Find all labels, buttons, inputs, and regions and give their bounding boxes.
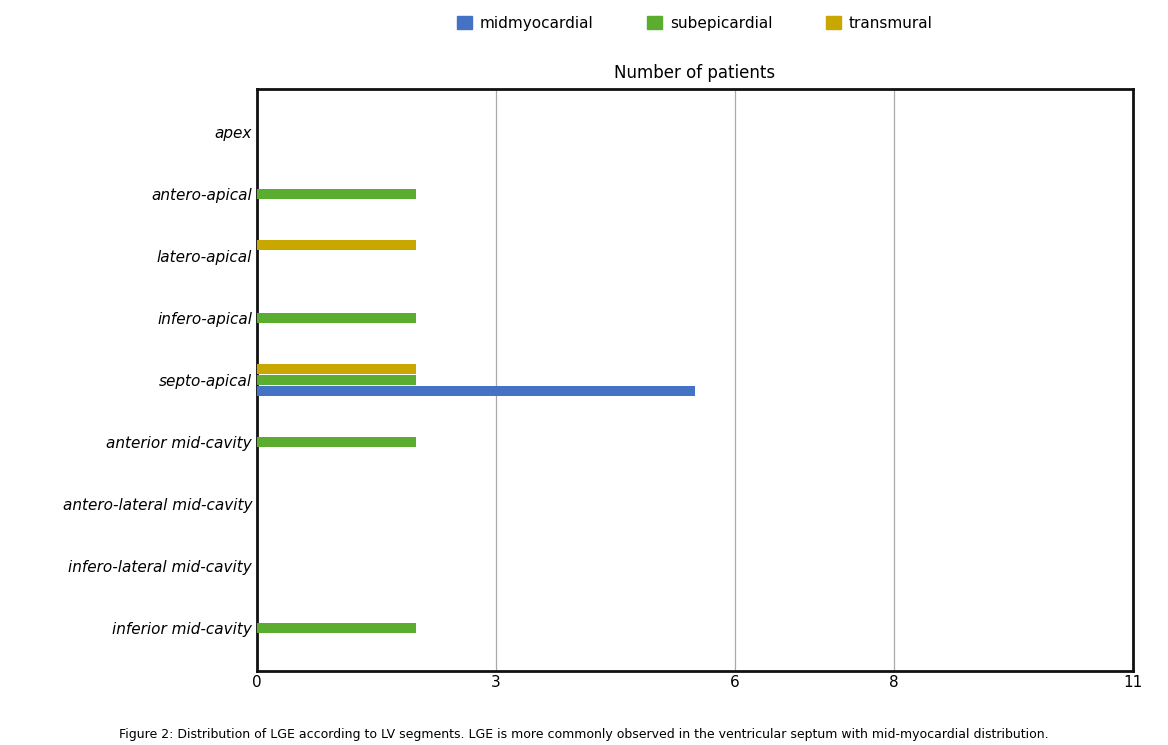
Bar xyxy=(257,623,416,633)
Text: Figure 2: Distribution of LGE according to LV segments. LGE is more commonly obs: Figure 2: Distribution of LGE according … xyxy=(119,729,1049,741)
Bar xyxy=(257,364,416,374)
Bar xyxy=(257,437,416,447)
Title: Number of patients: Number of patients xyxy=(614,64,776,82)
Legend: midmyocardial, subepicardial, transmural: midmyocardial, subepicardial, transmural xyxy=(457,16,933,31)
Bar xyxy=(257,240,416,250)
Bar xyxy=(257,386,695,396)
Bar xyxy=(257,189,416,199)
Bar xyxy=(257,313,416,323)
Bar xyxy=(257,375,416,385)
